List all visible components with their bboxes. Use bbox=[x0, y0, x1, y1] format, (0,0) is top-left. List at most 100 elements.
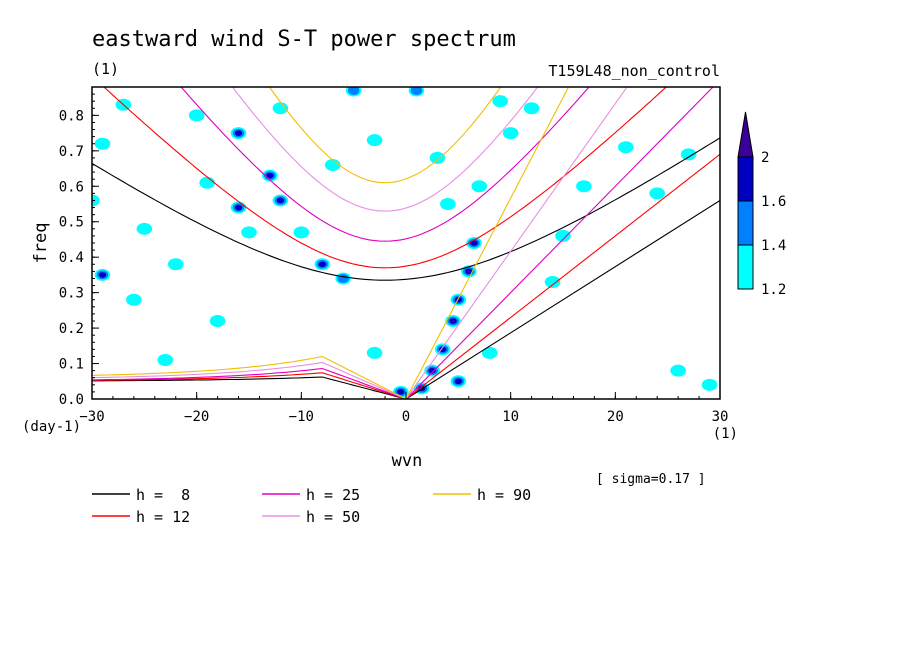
legend-label: h = 50 bbox=[306, 508, 360, 526]
x-axis-label: wvn bbox=[392, 451, 423, 471]
contour-blob bbox=[701, 378, 718, 391]
legend-label: h = 90 bbox=[477, 486, 531, 504]
ig-curve bbox=[268, 87, 502, 184]
chart-subtitle-right: T159L48_non_control bbox=[548, 62, 720, 80]
contour-blob bbox=[481, 346, 498, 359]
ig-curve bbox=[92, 137, 720, 281]
x-tick-label: 0 bbox=[402, 409, 410, 425]
contour-blob bbox=[366, 134, 383, 147]
colorbar-label: 1.2 bbox=[761, 282, 786, 298]
y-tick-label: 0.7 bbox=[59, 144, 84, 160]
y-tick-label: 0.3 bbox=[59, 286, 84, 302]
contour-blob bbox=[429, 151, 446, 164]
x-tick-label: 20 bbox=[607, 409, 624, 425]
y-tick-label: 0.8 bbox=[59, 108, 84, 124]
contour-blob bbox=[209, 315, 226, 327]
contour-blob bbox=[98, 272, 107, 278]
contour-blob bbox=[94, 137, 111, 150]
colorbar-segment bbox=[737, 200, 754, 246]
sigma-note: [ sigma=0.17 ] bbox=[596, 472, 706, 487]
contour-blob bbox=[555, 229, 571, 242]
x-unit-label: (1) bbox=[713, 426, 738, 442]
kelvin-line bbox=[405, 199, 720, 399]
x-tick-label: −30 bbox=[79, 409, 104, 425]
colorbar-label: 1.6 bbox=[761, 194, 786, 210]
y-tick-label: 0.1 bbox=[59, 357, 84, 373]
kelvin-line bbox=[405, 87, 714, 399]
y-tick-label: 0.2 bbox=[59, 321, 84, 337]
contour-blob bbox=[241, 226, 257, 239]
x-tick-label: 30 bbox=[712, 409, 729, 425]
chart-subtitle-left: (1) bbox=[92, 60, 119, 78]
mrg-curve bbox=[92, 361, 407, 399]
contour-blob bbox=[92, 194, 100, 207]
contour-blob bbox=[318, 261, 326, 268]
colorbar-arrow bbox=[737, 111, 754, 158]
y-tick-label: 0.4 bbox=[59, 250, 84, 266]
colorbar-segment bbox=[737, 156, 754, 202]
contour-blob bbox=[680, 148, 697, 161]
contour-blob bbox=[467, 270, 471, 273]
contour-layer bbox=[92, 87, 718, 398]
kelvin-line bbox=[405, 87, 628, 399]
contour-blob bbox=[471, 180, 488, 193]
ig-curve bbox=[231, 87, 539, 212]
legend: h = 8 h = 12 h = 25 h = 50 h = 90 bbox=[92, 486, 531, 526]
ig-curve bbox=[180, 87, 590, 242]
chart-title: eastward wind S-T power spectrum bbox=[92, 27, 516, 52]
contour-blob bbox=[157, 354, 174, 366]
contour-blob bbox=[126, 293, 142, 306]
contour-blob bbox=[492, 95, 509, 108]
contour-blob bbox=[502, 127, 519, 140]
contour-blob bbox=[199, 176, 215, 189]
contour-blob bbox=[293, 226, 310, 239]
x-tick-label: 10 bbox=[502, 409, 519, 425]
y-axis: 0.0 0.1 0.2 0.3 0.4 0.5 0.6 0.7 0.8 bbox=[59, 93, 99, 408]
y-tick-label: 0.5 bbox=[59, 215, 84, 231]
contour-blob bbox=[234, 204, 243, 211]
mrg-curve bbox=[92, 376, 407, 399]
contour-blob bbox=[397, 389, 405, 395]
contour-blob bbox=[347, 87, 360, 95]
legend-label: h = 12 bbox=[136, 508, 190, 526]
contour-blob bbox=[167, 258, 184, 271]
contour-blob bbox=[272, 102, 289, 115]
contour-blob bbox=[266, 172, 274, 179]
x-tick-label: −20 bbox=[184, 409, 209, 425]
contour-blob bbox=[324, 159, 341, 171]
contour-blob bbox=[544, 276, 561, 288]
contour-blob bbox=[670, 364, 686, 377]
contour-blob bbox=[523, 102, 540, 115]
contour-blob bbox=[366, 346, 383, 359]
contour-blob bbox=[618, 141, 634, 154]
y-unit-label: (day-1) bbox=[22, 419, 81, 435]
kelvin-line bbox=[405, 153, 720, 399]
mrg-curve bbox=[92, 367, 407, 399]
contour-blob bbox=[451, 319, 455, 323]
x-tick-label: −10 bbox=[289, 409, 314, 425]
contour-blob bbox=[410, 87, 423, 95]
contour-blob bbox=[276, 197, 285, 204]
contour-blob bbox=[649, 187, 665, 200]
contour-blob bbox=[576, 180, 592, 193]
kelvin-line bbox=[405, 87, 570, 399]
contour-blob bbox=[454, 378, 462, 385]
ig-curve bbox=[103, 87, 668, 269]
legend-label: h = 25 bbox=[306, 486, 360, 504]
mrg-curve bbox=[92, 372, 407, 399]
plot-frame bbox=[91, 86, 721, 400]
colorbar-label: 2 bbox=[761, 150, 769, 166]
legend-label: h = 8 bbox=[136, 486, 190, 504]
colorbar-segment bbox=[737, 244, 754, 290]
mrg-curve bbox=[92, 355, 407, 399]
y-axis-label: freq bbox=[31, 223, 51, 264]
contour-blob bbox=[188, 109, 205, 122]
contour-blob bbox=[428, 367, 436, 374]
colorbar: 2 1.6 1.4 1.2 bbox=[737, 111, 786, 298]
y-tick-label: 0.6 bbox=[59, 179, 84, 195]
contour-blob bbox=[234, 130, 243, 136]
y-tick-label: 0.0 bbox=[59, 392, 84, 408]
x-axis: −30 −20 −10 0 10 20 30 bbox=[79, 392, 728, 425]
